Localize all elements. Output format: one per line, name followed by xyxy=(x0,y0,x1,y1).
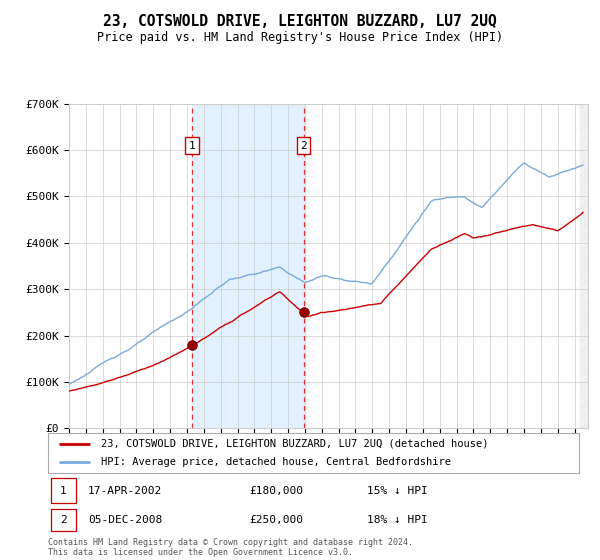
Text: £180,000: £180,000 xyxy=(250,486,304,496)
FancyBboxPatch shape xyxy=(50,510,76,531)
Bar xyxy=(580,104,588,428)
FancyBboxPatch shape xyxy=(50,478,76,503)
FancyBboxPatch shape xyxy=(48,433,579,473)
Text: 05-DEC-2008: 05-DEC-2008 xyxy=(88,515,162,525)
Text: 1: 1 xyxy=(188,141,195,151)
Text: 23, COTSWOLD DRIVE, LEIGHTON BUZZARD, LU7 2UQ (detached house): 23, COTSWOLD DRIVE, LEIGHTON BUZZARD, LU… xyxy=(101,439,488,449)
Text: 1: 1 xyxy=(60,486,67,496)
Text: HPI: Average price, detached house, Central Bedfordshire: HPI: Average price, detached house, Cent… xyxy=(101,458,451,467)
Text: £250,000: £250,000 xyxy=(250,515,304,525)
Text: 18% ↓ HPI: 18% ↓ HPI xyxy=(367,515,427,525)
Text: 23, COTSWOLD DRIVE, LEIGHTON BUZZARD, LU7 2UQ: 23, COTSWOLD DRIVE, LEIGHTON BUZZARD, LU… xyxy=(103,14,497,29)
Text: 2: 2 xyxy=(300,141,307,151)
Text: 2: 2 xyxy=(60,515,67,525)
Text: Contains HM Land Registry data © Crown copyright and database right 2024.
This d: Contains HM Land Registry data © Crown c… xyxy=(48,538,413,557)
Bar xyxy=(192,104,304,428)
Text: Price paid vs. HM Land Registry's House Price Index (HPI): Price paid vs. HM Land Registry's House … xyxy=(97,31,503,44)
Text: 17-APR-2002: 17-APR-2002 xyxy=(88,486,162,496)
Text: 15% ↓ HPI: 15% ↓ HPI xyxy=(367,486,427,496)
